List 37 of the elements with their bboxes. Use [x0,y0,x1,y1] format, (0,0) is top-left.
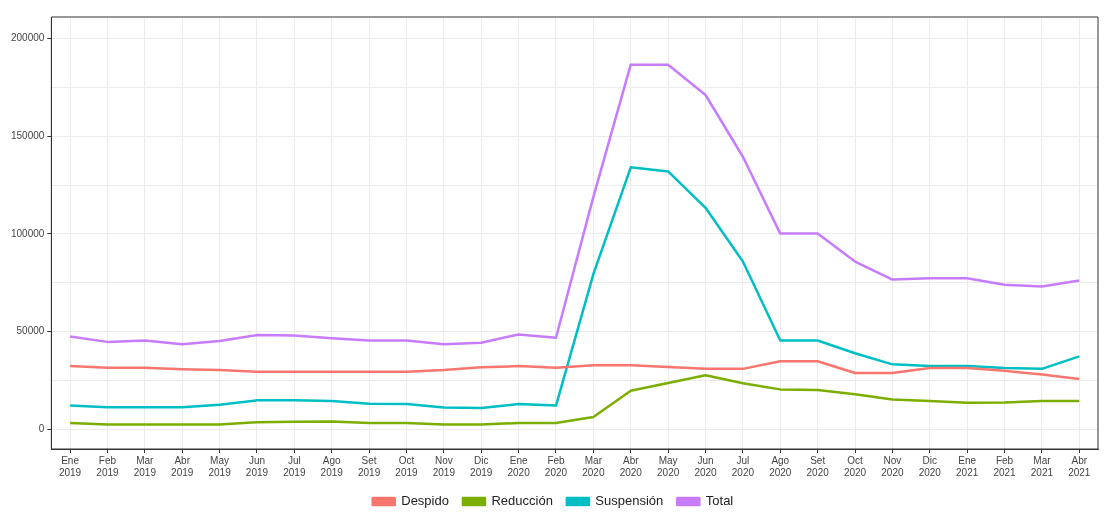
y-tick-label: 50000 [16,325,45,337]
x-tick-label: Nov 2019 [432,454,456,478]
x-tick-label: May 2020 [657,454,680,478]
x-tick-label: Nov 2020 [881,454,904,478]
x-tick-label: Oct 2020 [843,454,867,478]
legend-label: Suspensión [595,493,664,509]
legend-label: Reducción [491,493,553,509]
x-tick-label: Feb 2020 [544,454,568,478]
x-tick-label: Abr 2021 [1068,454,1091,478]
x-tick-label: Set 2020 [806,454,830,478]
x-tick-label: Jul 2019 [283,454,306,478]
legend-label: Despido [401,493,449,509]
x-tick-label: Feb 2019 [96,454,119,478]
x-tick-label: Ene 2020 [507,454,531,478]
x-tick-label: Set 2019 [357,454,381,478]
x-tick-label: Ene 2019 [58,454,82,478]
y-tick-label: 150000 [10,129,45,141]
x-tick-label: Abr 2020 [619,454,643,478]
y-tick-label: 200000 [10,32,45,44]
y-tick-label: 0 [38,423,45,435]
x-tick-label: Mar 2020 [582,454,605,478]
x-tick-label: Jun 2020 [694,454,718,478]
x-tick-label: Mar 2019 [133,454,157,478]
x-tick-label: May 2019 [208,454,232,478]
x-tick-label: Ene 2021 [956,454,979,478]
legend-label: Total [705,493,734,509]
x-tick-label: Abr 2019 [171,454,194,478]
x-tick-label: Ago 2019 [320,454,344,478]
x-tick-label: Oct 2019 [395,454,419,478]
y-tick-label: 100000 [10,227,45,239]
x-tick-label: Mar 2021 [1030,454,1054,478]
x-tick-label: Dic 2020 [918,454,942,478]
x-tick-label: Ago 2020 [769,454,792,478]
x-tick-label: Jun 2019 [245,454,269,478]
x-tick-label: Jul 2020 [731,454,755,478]
x-tick-label: Feb 2021 [993,454,1017,478]
x-tick-label: Dic 2019 [470,454,493,478]
